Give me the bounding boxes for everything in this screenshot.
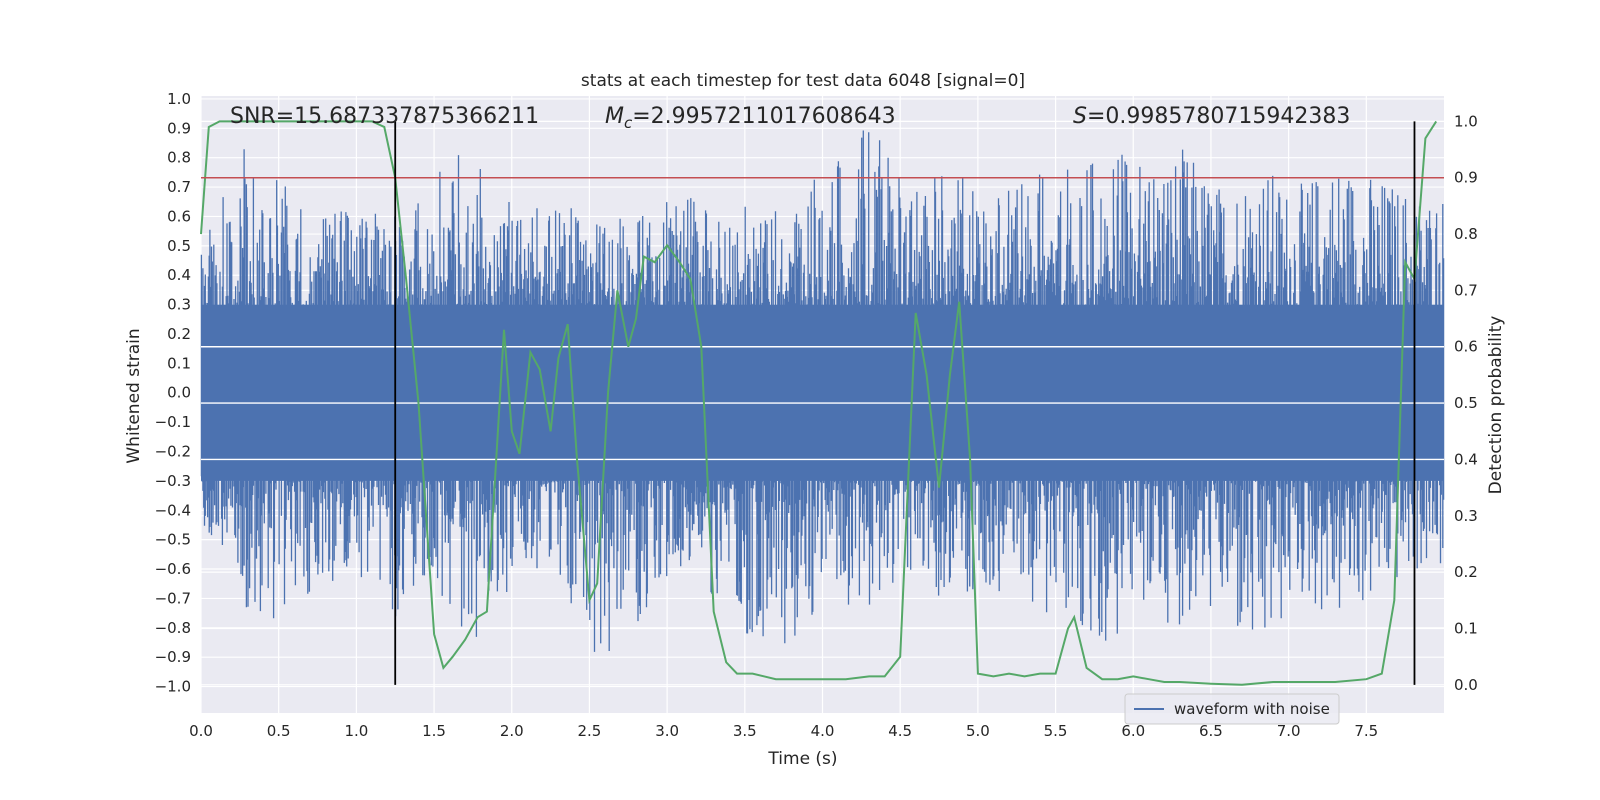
vertical-markers — [394, 121, 1416, 685]
legend-box — [1124, 693, 1340, 725]
chirp-mass-symbol: M — [605, 104, 624, 129]
x-tick-label: 3.0 — [655, 722, 679, 740]
y-tick-label-right: 1.0 — [1454, 112, 1478, 130]
x-tick-label: 7.0 — [1277, 722, 1301, 740]
y-tick-label-left: −1.0 — [155, 678, 191, 696]
x-tick-label: 4.0 — [811, 722, 835, 740]
y-tick-label-right: 0.9 — [1454, 169, 1478, 187]
x-tick-label: 4.5 — [888, 722, 912, 740]
waveform-core — [201, 304, 1444, 481]
y-tick-label-right: 0.2 — [1454, 563, 1478, 581]
s-symbol: S — [1073, 104, 1087, 129]
waveform-series — [200, 130, 1445, 652]
s-annotation: S=0.9985780715942383 — [1073, 104, 1350, 129]
x-tick-label: 2.0 — [500, 722, 524, 740]
x-ticks: 0.0 0.5 1.0 1.5 2.0 2.5 3.0 3.5 4.0 4.5 5.0 5.5 6.0 6… — [189, 722, 1378, 740]
y-tick-label-left: 0.5 — [167, 237, 191, 255]
y-tick-label-right: 0.8 — [1454, 225, 1478, 243]
y-tick-label-left: −0.7 — [155, 589, 191, 607]
legend-label: waveform with noise — [1174, 700, 1330, 718]
y-ticks-left: 1.0 0.9 0.8 0.7 0.6 0.5 0.4 0.3 0.2 0.1 0.0 −0.1 −0.… — [155, 90, 191, 696]
x-tick-label: 1.5 — [422, 722, 446, 740]
y-tick-label-left: −0.8 — [155, 619, 191, 637]
y-tick-label-left: −0.5 — [155, 531, 191, 549]
chart-title: stats at each timestep for test data 604… — [581, 71, 1025, 91]
y-tick-label-left: −0.4 — [155, 501, 191, 519]
chirp-mass-subscript: c — [624, 114, 633, 132]
x-tick-label: 1.0 — [344, 722, 368, 740]
x-tick-label: 0.5 — [267, 722, 291, 740]
y-tick-label-left: 0.6 — [167, 207, 191, 225]
y-tick-label-right: 0.7 — [1454, 281, 1478, 299]
y-tick-label-left: 0.4 — [167, 266, 191, 284]
y-axis-right-label: Detection probability — [1486, 316, 1506, 495]
x-axis-label: Time (s) — [767, 749, 837, 769]
chirp-mass-value: =2.9957211017608643 — [632, 104, 895, 129]
detection-probability-line — [200, 120, 1438, 686]
y-tick-label-right: 0.0 — [1454, 676, 1478, 694]
y-tick-label-left: 0.0 — [167, 384, 191, 402]
y-tick-label-left: 0.2 — [167, 325, 191, 343]
y-tick-label-left: 0.9 — [167, 119, 191, 137]
x-tick-label: 5.5 — [1044, 722, 1068, 740]
y-tick-label-left: −0.9 — [155, 648, 191, 666]
y-tick-label-right: 0.5 — [1454, 394, 1478, 412]
y-ticks-right: 1.0 0.9 0.8 0.7 0.6 0.5 0.4 0.3 0.2 0.1 0.0 — [1454, 112, 1478, 693]
x-tick-label: 0.0 — [189, 722, 213, 740]
y-tick-label-right: 0.6 — [1454, 338, 1478, 356]
y-tick-label-left: 0.7 — [167, 178, 191, 196]
y-tick-label-right: 0.1 — [1454, 619, 1478, 637]
y-tick-label-left: −0.6 — [155, 560, 191, 578]
s-value: =0.9985780715942383 — [1087, 104, 1350, 129]
y-tick-label-left: 0.3 — [167, 296, 191, 314]
x-tick-label: 5.0 — [966, 722, 990, 740]
x-tick-label: 3.5 — [733, 722, 757, 740]
y-axis-left-label: Whitened strain — [124, 328, 144, 463]
x-tick-label: 7.5 — [1354, 722, 1378, 740]
chirp-mass-annotation: Mc=2.9957211017608643 — [605, 104, 896, 132]
y-tick-label-left: 1.0 — [167, 90, 191, 108]
y-tick-label-left: −0.2 — [155, 443, 191, 461]
y-tick-label-right: 0.3 — [1454, 507, 1478, 525]
y-tick-label-left: 0.1 — [167, 354, 191, 372]
y-tick-label-right: 0.4 — [1454, 450, 1478, 468]
y-tick-label-left: −0.3 — [155, 472, 191, 490]
snr-annotation: SNR=15.687337875366211 — [230, 104, 539, 129]
legend: waveform with noise — [1124, 693, 1340, 725]
x-tick-label: 2.5 — [578, 722, 602, 740]
y-tick-label-left: 0.8 — [167, 149, 191, 167]
y-tick-label-left: −0.1 — [155, 413, 191, 431]
x-tick-label: 6.0 — [1121, 722, 1145, 740]
x-tick-label: 6.5 — [1199, 722, 1223, 740]
